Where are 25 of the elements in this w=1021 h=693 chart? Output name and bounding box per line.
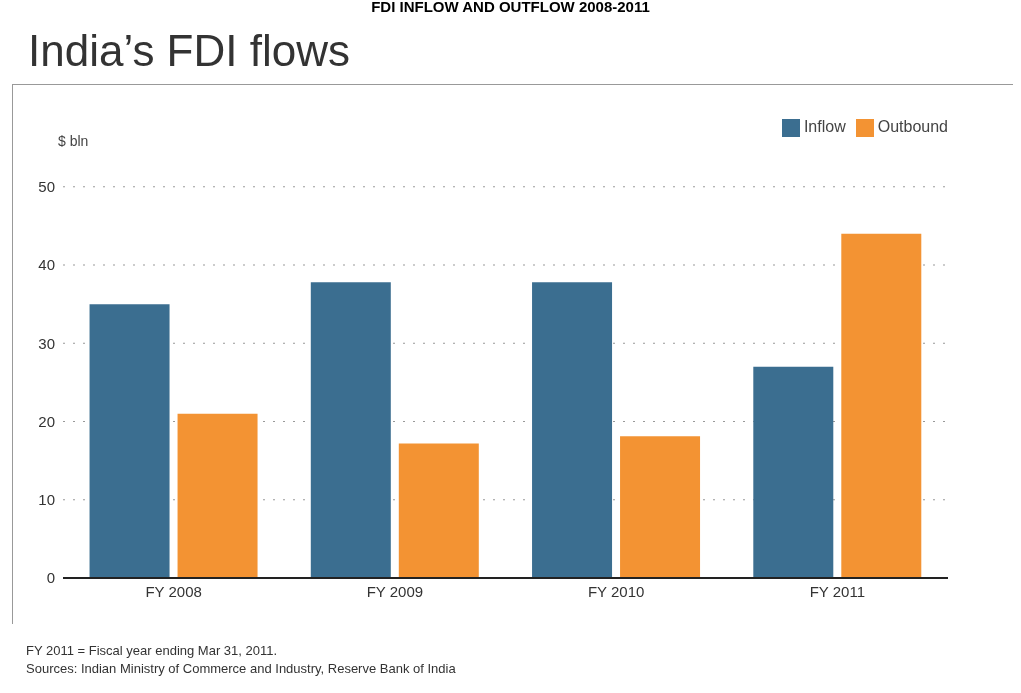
y-tick-label: 50 [38,178,55,196]
text: FDI INFLOW AND OUTFLOW 2008-2011 [370,0,651,15]
text: FY 2011 = Fiscal year ending Mar 31, 2011. [26,643,278,658]
bar [398,443,479,578]
bar [753,366,834,578]
x-tick-label: FY 2010 [587,582,645,600]
bar [310,282,391,578]
bar [177,413,258,578]
bar [89,304,170,578]
y-tick-label: 40 [38,256,55,274]
y-axis-title: $ bln [58,133,89,149]
legend-label: Outbound [877,118,948,135]
y-tick-label: 20 [38,412,55,430]
y-tick-label: 30 [38,334,55,352]
source-note: Sources: Indian Ministry of Commerce and Industry, Reserve Bank of India [26,661,456,676]
y-tick-label: 0 [46,569,55,587]
x-tick-label: FY 2011 [809,582,866,600]
x-tick-label: FY 2009 [366,582,424,600]
bar [841,233,922,578]
legend-label: Inflow [803,118,846,135]
y-tick-label: 10 [38,491,55,509]
bar [620,436,701,578]
chart-title: India’s FDI flows [28,26,351,76]
bar [532,282,613,578]
x-tick-label: FY 2008 [145,582,202,600]
